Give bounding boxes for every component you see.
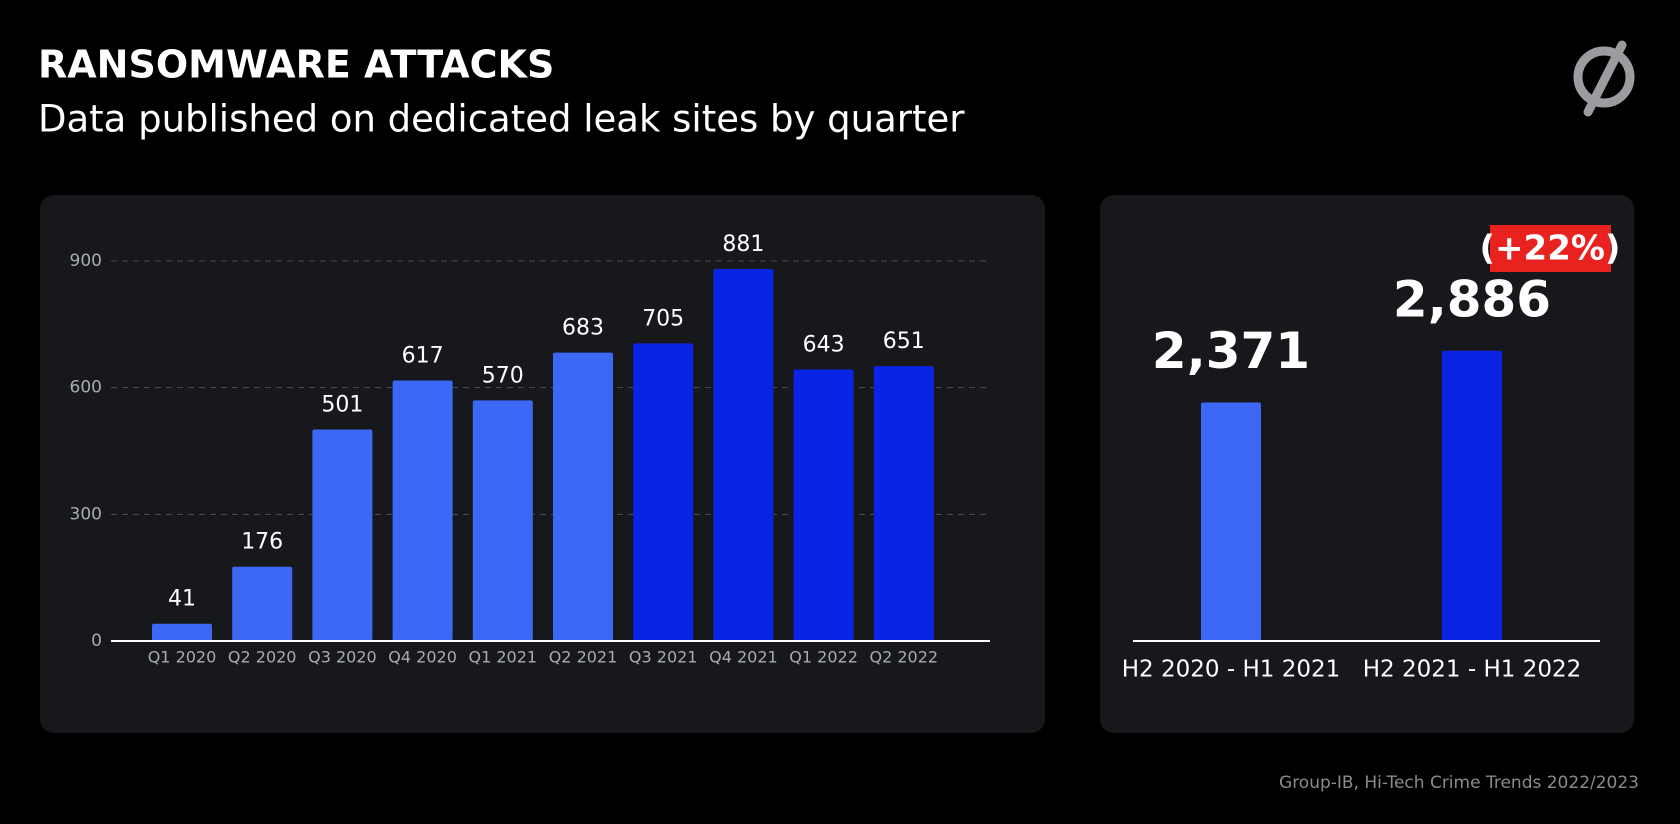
- logo: [1573, 40, 1635, 117]
- value-label: 176: [241, 530, 283, 555]
- x-tick-label: Q2 2021: [549, 648, 618, 667]
- bar: [633, 343, 694, 641]
- value-label: 501: [321, 392, 363, 417]
- bar: [1201, 402, 1261, 641]
- value-label: 41: [168, 587, 196, 612]
- x-tick-label: Q4 2020: [388, 648, 457, 667]
- right-panel: [1100, 195, 1634, 733]
- x-tick-label: Q2 2022: [870, 648, 939, 667]
- x-tick-label: Q3 2021: [629, 648, 698, 667]
- value-label: 881: [722, 232, 764, 257]
- x-tick-label: Q1 2022: [789, 648, 858, 667]
- annotation: (+22%): [1480, 229, 1621, 269]
- value-label: 683: [562, 316, 604, 341]
- y-tick-label: 600: [70, 378, 102, 398]
- source: Group-IB, Hi-Tech Crime Trends 2022/2023: [1279, 773, 1639, 793]
- x-tick-label: Q1 2020: [148, 648, 217, 667]
- subtitle: Data published on dedicated leak sites b…: [38, 98, 965, 141]
- value-label: 2,371: [1152, 322, 1310, 380]
- bar: [713, 269, 774, 641]
- bar: [312, 429, 373, 641]
- x-tick-label: Q4 2021: [709, 648, 778, 667]
- y-tick-label: 900: [70, 251, 102, 271]
- value-label: 643: [803, 333, 845, 358]
- x-tick-label: H2 2021 - H1 2022: [1363, 657, 1581, 683]
- annotation-box: [1490, 225, 1611, 272]
- bar: [472, 400, 533, 641]
- value-label: 617: [402, 343, 444, 368]
- x-tick-label: H2 2020 - H1 2021: [1122, 657, 1340, 683]
- bar: [232, 566, 293, 641]
- value-label: 651: [883, 329, 925, 354]
- bar: [553, 352, 613, 641]
- value-label: 2,886: [1393, 270, 1551, 328]
- bar: [392, 380, 453, 641]
- value-label: 570: [482, 363, 524, 388]
- y-tick-label: 300: [70, 504, 102, 524]
- x-tick-label: Q2 2020: [228, 648, 297, 667]
- bar: [152, 623, 212, 641]
- title: RANSOMWARE ATTACKS: [38, 43, 554, 87]
- value-label: 705: [642, 306, 684, 331]
- x-tick-label: Q1 2021: [469, 648, 538, 667]
- x-tick-label: Q3 2020: [308, 648, 377, 667]
- bar: [873, 366, 934, 641]
- bar: [793, 369, 854, 641]
- y-tick-label: 0: [91, 631, 102, 651]
- bar: [1442, 350, 1502, 641]
